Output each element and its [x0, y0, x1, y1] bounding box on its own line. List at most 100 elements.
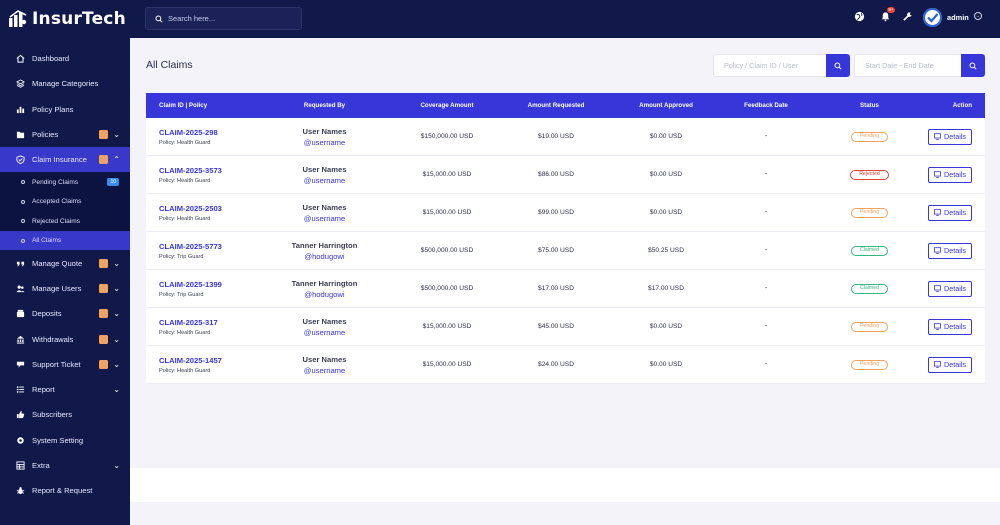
column-header: Claim ID | Policy	[159, 102, 208, 109]
policy-label: Policy: Health Guard	[159, 215, 211, 222]
details-button[interactable]: Details	[928, 318, 972, 335]
chevron-down-icon[interactable]: ⌄	[113, 258, 120, 268]
sidebar-item-label: System Setting	[32, 435, 84, 445]
chevron-down-icon[interactable]: ⌄	[113, 309, 120, 319]
submenu-item-accepted-claims[interactable]: Accepted Claims	[0, 192, 130, 212]
sidebar-item-system-setting[interactable]: System Setting	[0, 428, 130, 453]
topbar: 9+ admin ⌄	[130, 0, 1000, 38]
sidebar-item-extra[interactable]: Extra ⌄	[0, 453, 130, 478]
claim-filter-field[interactable]	[713, 54, 827, 77]
date-range-field[interactable]	[854, 54, 962, 77]
details-button[interactable]: Details	[928, 166, 972, 183]
bar-chart-icon	[15, 104, 25, 114]
details-button[interactable]: Details	[928, 128, 972, 145]
details-button[interactable]: Details	[928, 280, 972, 297]
claim-id-link[interactable]: CLAIM-2025-298	[159, 127, 218, 137]
status-badge	[99, 130, 108, 140]
sidebar-item-subscribers[interactable]: Subscribers	[0, 402, 130, 427]
column-header: Action	[952, 102, 972, 109]
chevron-down-icon[interactable]: ⌄	[113, 334, 120, 344]
sidebar-item-manage-users[interactable]: Manage Users ⌄	[0, 276, 130, 301]
monitor-icon	[934, 133, 941, 140]
chevron-down-icon[interactable]: ⌄	[113, 283, 120, 293]
claim-id-link[interactable]: CLAIM-2025-5773	[159, 241, 222, 251]
chevron-down-icon[interactable]: ⌄	[113, 130, 120, 140]
column-header: Status	[860, 102, 879, 109]
status-cell: Claimed	[816, 245, 923, 256]
requester-handle-link[interactable]: @username	[303, 137, 346, 147]
submenu-item-all-claims[interactable]: All Claims	[0, 230, 130, 251]
sidebar-item-claim-insurance[interactable]: Claim Insurance ⌃	[0, 147, 130, 173]
amount-requested: $99.00 USD	[538, 209, 574, 216]
chevron-up-icon[interactable]: ⌃	[113, 155, 120, 165]
details-button[interactable]: Details	[928, 204, 972, 221]
requester-handle-link[interactable]: @hodugowi	[304, 289, 345, 299]
action-cell: Details	[923, 166, 985, 183]
search-input[interactable]	[168, 14, 298, 23]
sidebar-item-deposits[interactable]: Deposits ⌄	[0, 301, 130, 326]
user-name[interactable]: admin	[947, 13, 969, 22]
claim-search-button[interactable]	[826, 54, 850, 77]
amount-approved: $50.25 USD	[648, 247, 684, 254]
sidebar-item-policy-plans[interactable]: Policy Plans	[0, 97, 130, 122]
chevron-down-icon[interactable]: ⌄	[113, 385, 120, 395]
claim-id-link[interactable]: CLAIM-2025-2503	[159, 203, 222, 213]
sidebar-item-support-ticket[interactable]: Support Ticket ⌄	[0, 352, 130, 377]
claim-filter-input[interactable]	[724, 61, 826, 70]
brand-logo[interactable]: InsurTech	[0, 0, 130, 38]
deposit-icon	[15, 309, 25, 319]
chevron-down-icon[interactable]: ⌄	[113, 359, 120, 369]
requester-cell: Tanner Harrington @hodugowi	[251, 241, 398, 261]
date-search-button[interactable]	[961, 54, 985, 77]
bullet-icon	[21, 199, 25, 204]
status-badge: Pending	[850, 321, 889, 332]
requester-handle-link[interactable]: @hodugowi	[304, 251, 345, 261]
sidebar-item-report[interactable]: Report ⌄	[0, 377, 130, 402]
sidebar-item-dashboard[interactable]: Dashboard	[0, 46, 130, 71]
requester-handle-link[interactable]: @username	[303, 327, 346, 337]
settings-wrench-icon[interactable]	[901, 10, 913, 22]
submenu-item-rejected-claims[interactable]: Rejected Claims	[0, 211, 130, 231]
requester-handle-link[interactable]: @username	[303, 365, 346, 375]
coverage-amount: $500,000.00 USD	[420, 247, 474, 254]
date-range-input[interactable]	[865, 61, 961, 70]
requester-handle-link[interactable]: @username	[303, 175, 346, 185]
chevron-down-icon[interactable]: ⌄	[974, 12, 982, 20]
column-header: Feedback Date	[744, 102, 788, 109]
search-box[interactable]	[145, 7, 302, 30]
sidebar-item-manage-categories[interactable]: Manage Categories	[0, 71, 130, 96]
table-row: CLAIM-2025-5773 Policy: Trip Guard Tanner …	[146, 232, 985, 270]
sidebar-item-withdrawals[interactable]: Withdrawals ⌄	[0, 326, 130, 351]
status-badge: Pending	[850, 359, 889, 370]
amount-requested: $19.00 USD	[538, 133, 574, 140]
user-avatar[interactable]	[923, 8, 942, 27]
submenu-item-pending-claims[interactable]: Pending Claims 10	[0, 172, 130, 192]
policy-label: Policy: Health Guard	[159, 139, 211, 146]
requester-handle-link[interactable]: @username	[303, 213, 346, 223]
sidebar-item-report-request[interactable]: Report & Request	[0, 478, 130, 503]
sidebar-item-policies[interactable]: Policies ⌄	[0, 122, 130, 147]
claim-id-link[interactable]: CLAIM-2025-317	[159, 317, 218, 327]
table-row: CLAIM-2025-1457 Policy: Health Guard User …	[146, 346, 985, 384]
requester-name: User Names	[302, 316, 347, 326]
sidebar-item-manage-quote[interactable]: Manage Quote ⌄	[0, 250, 130, 275]
claim-id-link[interactable]: CLAIM-2025-1457	[159, 355, 222, 365]
details-button[interactable]: Details	[928, 356, 972, 373]
details-button[interactable]: Details	[928, 242, 972, 259]
amount-approved: $0.00 USD	[649, 361, 683, 368]
search-icon	[155, 10, 168, 28]
policy-label: Policy: Health Guard	[159, 177, 211, 184]
sidebar-item-label: Report & Request	[32, 486, 93, 496]
globe-icon[interactable]	[853, 10, 865, 22]
details-button-label: Details	[944, 360, 966, 369]
claim-cell: CLAIM-2025-3573 Policy: Health Guard	[146, 166, 251, 184]
chevron-down-icon[interactable]: ⌄	[113, 461, 120, 470]
column-header: Coverage Amount	[420, 102, 474, 109]
column-header: Requested By	[303, 102, 346, 109]
layers-icon	[15, 79, 25, 89]
notification-bell-icon[interactable]: 9+	[879, 7, 895, 22]
claim-id-link[interactable]: CLAIM-2025-3573	[159, 165, 222, 175]
details-button-label: Details	[944, 322, 966, 331]
claim-id-link[interactable]: CLAIM-2025-1399	[159, 279, 222, 289]
sidebar-item-label: Report	[32, 385, 55, 395]
